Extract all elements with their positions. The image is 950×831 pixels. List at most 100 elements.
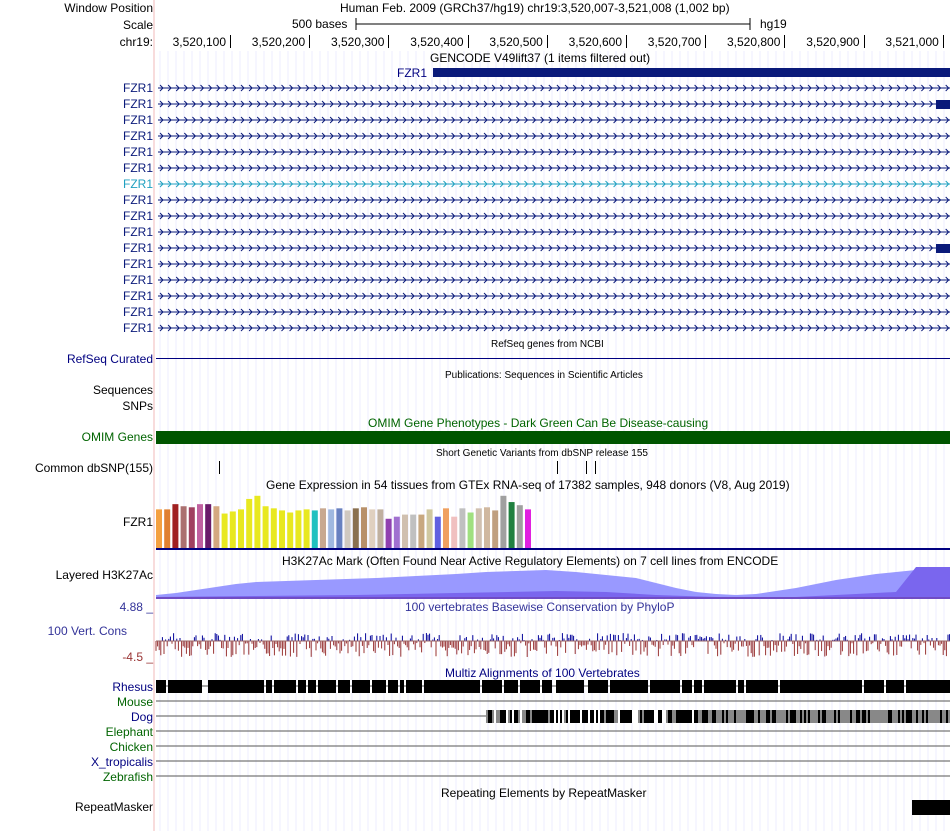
transcript-track[interactable] xyxy=(156,114,950,126)
gencode-gene-label[interactable]: FZR1 xyxy=(397,66,427,80)
omim-label[interactable]: OMIM Genes xyxy=(81,430,153,444)
species-label[interactable]: Elephant xyxy=(105,725,153,739)
gtex-tissue-bar[interactable] xyxy=(254,495,261,548)
transcript-track[interactable] xyxy=(156,258,950,270)
transcript-label[interactable]: FZR1 xyxy=(123,145,153,159)
exon-block[interactable] xyxy=(936,100,950,109)
snp-mark[interactable] xyxy=(595,461,596,474)
transcript-label[interactable]: FZR1 xyxy=(123,81,153,95)
transcript-label[interactable]: FZR1 xyxy=(123,289,153,303)
species-label[interactable]: Mouse xyxy=(116,695,153,709)
gtex-tissue-bar[interactable] xyxy=(508,502,515,548)
gtex-tissue-bar[interactable] xyxy=(336,508,343,548)
gtex-tissue-bar[interactable] xyxy=(434,516,441,548)
transcript-track[interactable] xyxy=(156,98,950,110)
gtex-tissue-bar[interactable] xyxy=(344,510,351,548)
snp-mark[interactable] xyxy=(557,461,558,474)
transcript-track[interactable] xyxy=(156,82,950,94)
gtex-tissue-bar[interactable] xyxy=(205,504,212,548)
h3k27ac-label[interactable]: Layered H3K27Ac xyxy=(55,568,153,582)
transcript-label[interactable]: FZR1 xyxy=(123,193,153,207)
gtex-tissue-bar[interactable] xyxy=(197,504,203,548)
gtex-tissue-bar[interactable] xyxy=(385,518,392,548)
gtex-tissue-bar[interactable] xyxy=(172,504,179,548)
gtex-tissue-bar[interactable] xyxy=(525,509,531,548)
gtex-tissue-bar[interactable] xyxy=(320,508,326,548)
gtex-tissue-bar[interactable] xyxy=(229,511,236,548)
gtex-tissue-bar[interactable] xyxy=(238,509,244,548)
gtex-tissue-bar[interactable] xyxy=(328,509,335,548)
gtex-tissue-bar[interactable] xyxy=(484,507,490,548)
transcript-track[interactable] xyxy=(156,322,950,334)
gtex-tissue-bar[interactable] xyxy=(188,507,195,548)
publications-sequences-label[interactable]: Sequences xyxy=(92,383,153,397)
gtex-tissue-bar[interactable] xyxy=(295,510,302,548)
transcript-track[interactable] xyxy=(156,274,950,286)
refseq-label[interactable]: RefSeq Curated xyxy=(66,352,153,366)
transcript-track[interactable] xyxy=(156,306,950,318)
gtex-tissue-bar[interactable] xyxy=(164,509,171,548)
gtex-tissue-bar[interactable] xyxy=(426,509,433,548)
dbsnp-label[interactable]: Common dbSNP(155) xyxy=(34,461,153,475)
transcript-label[interactable]: FZR1 xyxy=(123,97,153,111)
phylop-label[interactable]: 100 Vert. Cons xyxy=(47,624,127,638)
gtex-tissue-bar[interactable] xyxy=(270,508,277,548)
transcript-label[interactable]: FZR1 xyxy=(123,305,153,319)
gtex-tissue-bar[interactable] xyxy=(492,510,499,548)
transcript-track[interactable] xyxy=(156,226,950,238)
gtex-tissue-bar[interactable] xyxy=(303,509,310,548)
multiz-alignments[interactable] xyxy=(156,679,950,779)
transcript-label[interactable]: FZR1 xyxy=(123,273,153,287)
transcript-label[interactable]: FZR1 xyxy=(123,257,153,271)
snp-mark[interactable] xyxy=(219,461,220,474)
repeat-element[interactable] xyxy=(912,800,950,815)
phylop-signal[interactable] xyxy=(155,622,950,662)
gtex-tissue-bar[interactable] xyxy=(467,512,474,548)
transcript-track[interactable] xyxy=(156,130,950,142)
transcript-label[interactable]: FZR1 xyxy=(123,177,153,191)
gtex-tissue-bar[interactable] xyxy=(369,509,376,548)
gtex-bar-chart[interactable] xyxy=(156,490,950,550)
gtex-tissue-bar[interactable] xyxy=(475,508,482,548)
transcript-track[interactable] xyxy=(156,146,950,158)
exon-block[interactable] xyxy=(936,244,950,253)
publications-snps-label[interactable]: SNPs xyxy=(122,399,153,413)
transcript-label[interactable]: FZR1 xyxy=(123,113,153,127)
transcript-track[interactable] xyxy=(156,210,950,222)
transcript-label[interactable]: FZR1 xyxy=(123,225,153,239)
gtex-tissue-bar[interactable] xyxy=(311,510,318,548)
transcript-label[interactable]: FZR1 xyxy=(123,321,153,335)
gtex-tissue-bar[interactable] xyxy=(246,498,253,548)
gtex-tissue-bar[interactable] xyxy=(418,514,425,548)
gtex-tissue-bar[interactable] xyxy=(221,513,228,548)
species-label[interactable]: Zebrafish xyxy=(102,770,153,784)
species-label[interactable]: Chicken xyxy=(109,740,153,754)
snp-mark[interactable] xyxy=(586,461,587,474)
h3k27ac-signal[interactable] xyxy=(156,567,950,599)
gtex-tissue-bar[interactable] xyxy=(377,509,384,548)
gtex-tissue-bar[interactable] xyxy=(443,508,449,548)
transcript-track[interactable] xyxy=(156,290,950,302)
gtex-tissue-bar[interactable] xyxy=(516,505,523,548)
gtex-tissue-bar[interactable] xyxy=(213,506,220,548)
gencode-gene-bar[interactable] xyxy=(433,68,950,77)
gtex-tissue-bar[interactable] xyxy=(393,516,400,548)
transcript-track[interactable] xyxy=(156,178,950,190)
gtex-tissue-bar[interactable] xyxy=(402,514,408,548)
gtex-tissue-bar[interactable] xyxy=(451,516,458,548)
gtex-tissue-bar[interactable] xyxy=(352,508,359,548)
species-label[interactable]: Rhesus xyxy=(112,680,153,694)
omim-bar[interactable] xyxy=(156,431,950,444)
species-label[interactable]: Dog xyxy=(130,710,153,724)
transcript-track[interactable] xyxy=(156,194,950,206)
gtex-tissue-bar[interactable] xyxy=(410,514,417,548)
gtex-label[interactable]: FZR1 xyxy=(123,515,153,529)
gtex-tissue-bar[interactable] xyxy=(361,507,367,548)
gtex-tissue-bar[interactable] xyxy=(500,495,507,548)
species-label[interactable]: X_tropicalis xyxy=(90,755,153,769)
gtex-tissue-bar[interactable] xyxy=(279,510,285,548)
transcript-track[interactable] xyxy=(156,242,950,254)
gtex-tissue-bar[interactable] xyxy=(287,512,294,548)
repeatmasker-label[interactable]: RepeatMasker xyxy=(74,800,153,814)
gtex-tissue-bar[interactable] xyxy=(180,506,187,548)
